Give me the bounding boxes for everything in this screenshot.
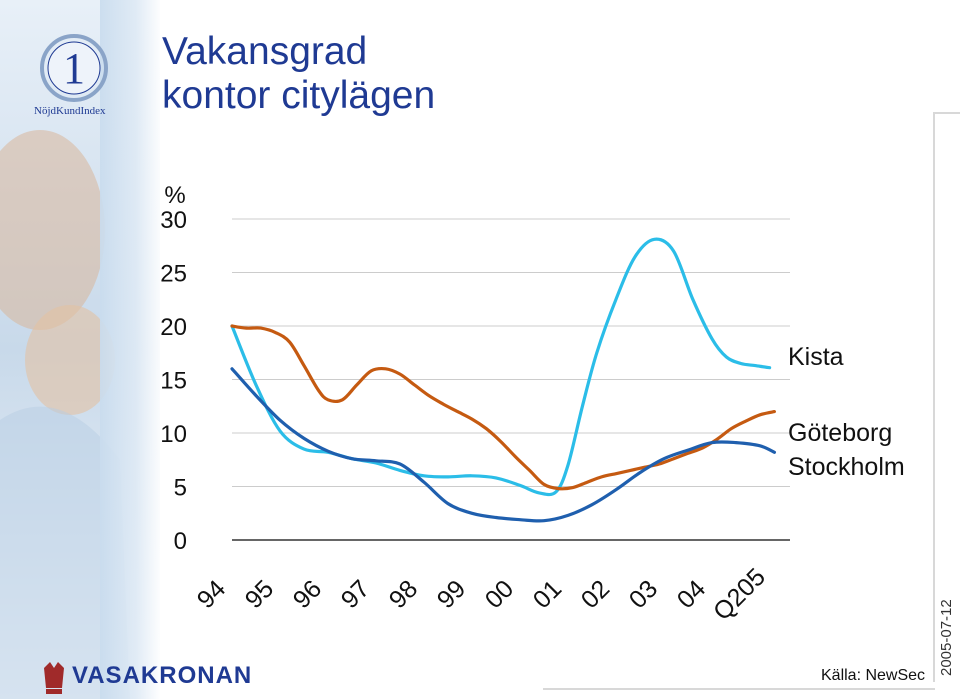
date-stamp: 2005-07-12 xyxy=(938,599,955,676)
x-tick-label: 04 xyxy=(672,575,712,615)
x-tick-label: 03 xyxy=(624,575,663,614)
series-line-stockholm xyxy=(230,367,776,523)
y-axis-label: % xyxy=(164,182,185,209)
page-title: Vakansgrad kontor citylägen xyxy=(162,30,435,118)
nojdkundindex-logo: 1 xyxy=(30,28,130,128)
logo-numeral: 1 xyxy=(63,44,85,93)
y-axis-ticks: 0 5 10 15 20 25 30 xyxy=(160,207,187,555)
y-tick-label: 15 xyxy=(160,368,187,395)
x-tick-label: Q205 xyxy=(708,563,771,626)
x-tick-label: 00 xyxy=(480,575,519,614)
x-tick-label: 99 xyxy=(432,575,471,614)
series-line-göteborg xyxy=(230,324,776,491)
y-tick-label: 30 xyxy=(160,207,187,234)
series-labels: Kista Göteborg Stockholm xyxy=(788,343,905,481)
series-label-göteborg: Göteborg xyxy=(788,419,892,447)
y-tick-label: 25 xyxy=(160,261,187,288)
y-tick-label: 10 xyxy=(160,421,187,448)
title-line-2: kontor citylägen xyxy=(162,74,436,117)
series-line-kista xyxy=(230,237,772,497)
x-tick-label: 95 xyxy=(240,575,279,614)
frame-line-vertical xyxy=(933,112,935,682)
x-tick-label: 98 xyxy=(384,575,423,614)
y-tick-label: 0 xyxy=(174,528,187,555)
x-tick-label: 02 xyxy=(576,575,615,614)
x-tick-label: 97 xyxy=(336,575,375,614)
x-tick-label: 94 xyxy=(192,575,232,615)
source-note: Källa: NewSec xyxy=(821,667,926,684)
y-tick-label: 5 xyxy=(174,475,187,502)
y-tick-label: 20 xyxy=(160,314,187,341)
brand-name: VASAKRONAN xyxy=(72,662,253,689)
frame-line-bottom xyxy=(543,688,935,690)
frame-line-top xyxy=(933,112,960,114)
x-tick-label: 01 xyxy=(528,575,567,614)
title-line-1: Vakansgrad xyxy=(162,30,368,73)
x-tick-label: 96 xyxy=(288,575,327,614)
series-label-stockholm: Stockholm xyxy=(788,453,905,481)
chart-gridlines xyxy=(232,218,790,541)
logo-text: NöjdKundIndex xyxy=(34,105,106,117)
background-photo xyxy=(0,0,160,699)
series-lines xyxy=(230,237,776,523)
vasakronan-crown-icon xyxy=(44,662,64,694)
series-label-kista: Kista xyxy=(788,343,844,371)
